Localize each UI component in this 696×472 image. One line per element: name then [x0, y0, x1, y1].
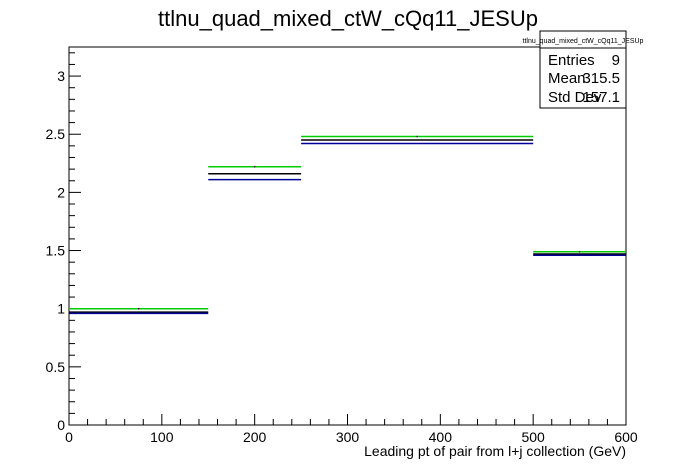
stats-entries-label: Entries	[548, 52, 595, 69]
chart-title: ttlnu_quad_mixed_ctW_cQq11_JESUp	[158, 6, 538, 31]
stats-box: ttlnu_quad_mixed_ctW_cQq11_JESUp Entries…	[523, 30, 644, 109]
bin-center-marker	[416, 135, 418, 138]
x-tick-label: 400	[429, 429, 453, 445]
y-tick-label: 2.5	[46, 126, 66, 142]
stats-mean-label: Mean	[548, 70, 586, 87]
y-tick-label: 0	[57, 417, 65, 433]
bin-center-marker	[578, 250, 581, 253]
y-tick-label: 0.5	[46, 359, 66, 375]
x-tick-label: 600	[614, 429, 638, 445]
stats-box-frame	[539, 30, 627, 109]
x-tick-label: 300	[336, 429, 360, 445]
x-tick-label: 500	[521, 429, 545, 445]
x-tick-label: 0	[65, 429, 73, 445]
y-tick-label: 3	[57, 68, 65, 84]
x-tick-label: 200	[243, 429, 267, 445]
y-tick-label: 1.5	[46, 243, 66, 259]
x-axis: 0 100 200 300 400 500 600	[65, 414, 638, 445]
stats-mean-value: 315.5	[582, 70, 620, 87]
stats-entries-value: 9	[612, 52, 620, 69]
stats-stddev-value: 157.1	[582, 89, 620, 106]
stats-stddev-label: Std Dev	[548, 89, 602, 106]
stats-box-name: ttlnu_quad_mixed_ctW_cQq11_JESUp	[523, 38, 644, 45]
y-tick-label: 2	[57, 184, 65, 200]
y-tick-label: 1	[57, 301, 65, 317]
bin-center-marker	[137, 307, 140, 310]
series-layer	[69, 135, 626, 315]
x-tick-label: 100	[150, 429, 174, 445]
x-axis-title: Leading pt of pair from l+j collection (…	[364, 443, 626, 459]
bin-center-marker	[253, 165, 256, 168]
y-axis: 0 0.5 1 1.5 2 2.5 3	[46, 52, 81, 433]
